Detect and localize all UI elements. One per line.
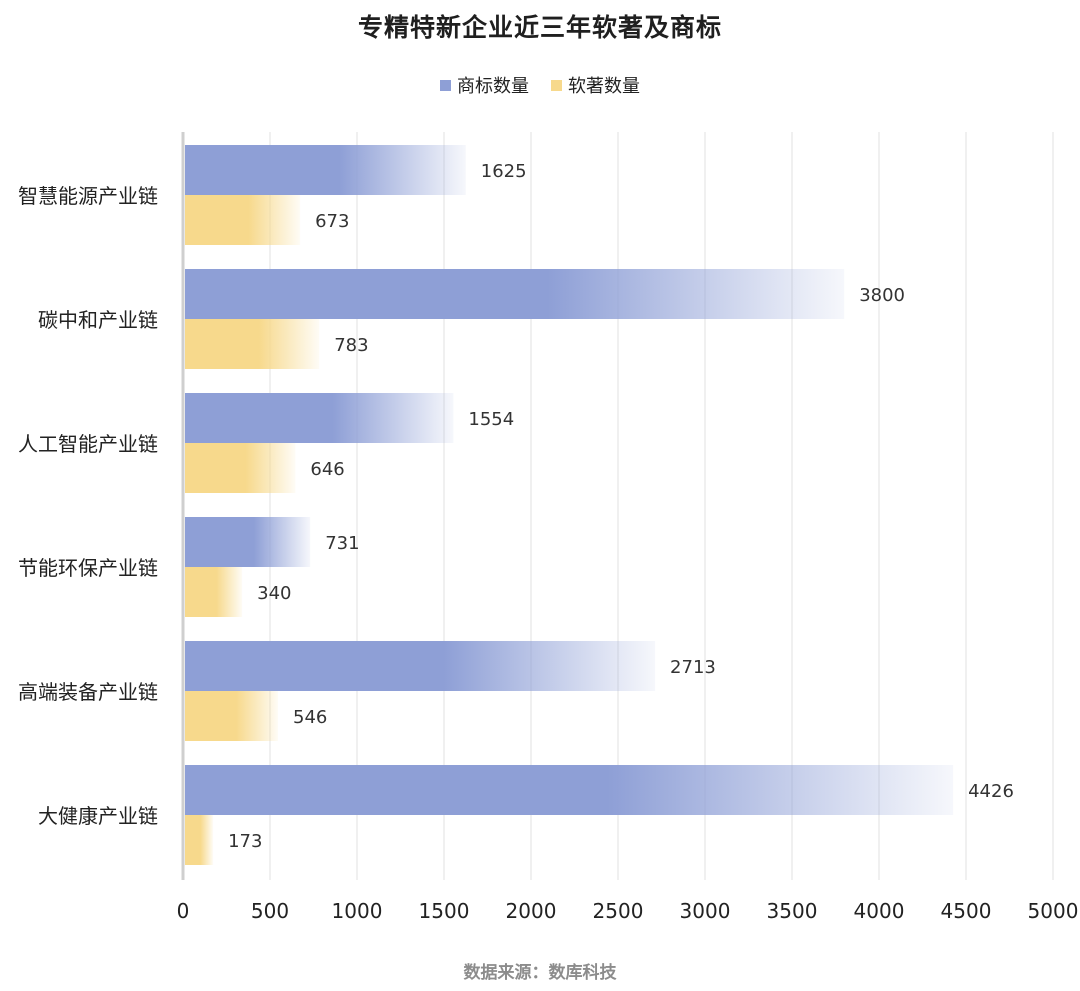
bar-trademark[interactable] — [185, 145, 466, 195]
value-label-software: 673 — [315, 211, 349, 232]
chart-title: 专精特新企业近三年软著及商标 — [357, 13, 722, 42]
x-tick-label: 500 — [251, 899, 289, 923]
x-tick-label: 4000 — [854, 899, 905, 923]
value-label-software: 783 — [334, 335, 368, 356]
category-label: 大健康产业链 — [38, 804, 158, 828]
x-tick-label: 5000 — [1028, 899, 1079, 923]
value-label-software: 546 — [293, 707, 327, 728]
value-label-trademark: 4426 — [968, 781, 1014, 802]
value-label-trademark: 3800 — [859, 285, 905, 306]
category-label: 碳中和产业链 — [38, 308, 158, 332]
bar-trademark[interactable] — [185, 269, 845, 319]
value-label-trademark: 1554 — [468, 409, 514, 430]
value-label-trademark: 1625 — [481, 161, 527, 182]
bar-trademark[interactable] — [185, 641, 656, 691]
category-label: 高端装备产业链 — [18, 680, 158, 704]
legend-label-software: 软著数量 — [568, 76, 640, 97]
legend-label-trademark: 商标数量 — [457, 76, 529, 97]
value-label-trademark: 2713 — [670, 657, 716, 678]
bar-software[interactable] — [185, 815, 214, 865]
value-label-software: 173 — [228, 831, 262, 852]
x-tick-label: 1000 — [332, 899, 383, 923]
x-tick-label: 4500 — [941, 899, 992, 923]
bar-trademark[interactable] — [185, 765, 954, 815]
bar-software[interactable] — [185, 319, 320, 369]
value-label-trademark: 731 — [325, 533, 359, 554]
legend-item-trademark[interactable]: 商标数量 — [440, 72, 529, 98]
x-tick-label: 0 — [177, 899, 190, 923]
data-source: 数据来源：数库科技 — [463, 963, 617, 983]
legend-swatch-software — [551, 79, 562, 91]
bar-software[interactable] — [185, 443, 296, 493]
value-label-software: 340 — [257, 583, 291, 604]
x-tick-label: 2000 — [506, 899, 557, 923]
category-label: 人工智能产业链 — [18, 432, 158, 456]
bar-trademark[interactable] — [185, 517, 311, 567]
x-tick-label: 2500 — [593, 899, 644, 923]
bar-software[interactable] — [185, 691, 279, 741]
category-label: 节能环保产业链 — [18, 556, 158, 580]
legend: 商标数量 软著数量 — [0, 72, 1080, 98]
bar-software[interactable] — [185, 567, 243, 617]
value-label-software: 646 — [310, 459, 344, 480]
legend-swatch-trademark — [440, 79, 451, 91]
x-tick-label: 3000 — [680, 899, 731, 923]
bar-software[interactable] — [185, 195, 301, 245]
x-tick-label: 1500 — [419, 899, 470, 923]
legend-item-software[interactable]: 软著数量 — [551, 72, 640, 98]
category-label: 智慧能源产业链 — [18, 184, 158, 208]
bar-trademark[interactable] — [185, 393, 454, 443]
x-tick-label: 3500 — [767, 899, 818, 923]
